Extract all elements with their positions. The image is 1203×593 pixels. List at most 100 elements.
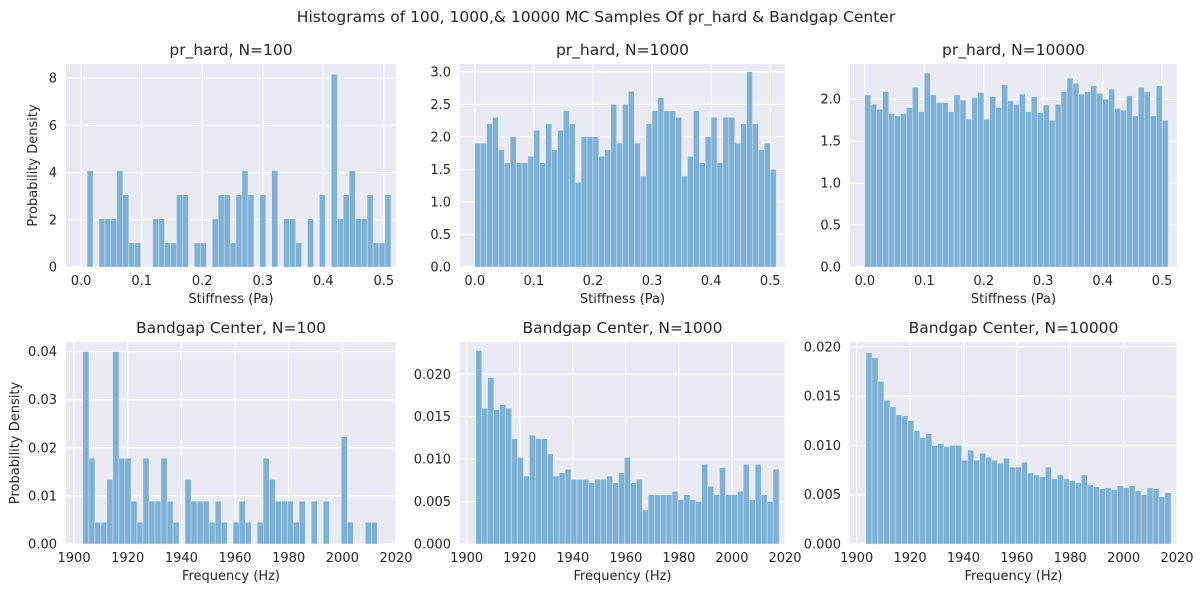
histogram-bar xyxy=(492,117,499,268)
histogram-bar xyxy=(511,438,518,545)
histogram-bar xyxy=(295,242,302,268)
y-tick-label: 0.04 xyxy=(28,345,57,360)
histogram-bar xyxy=(657,97,665,268)
histogram-bar xyxy=(707,486,714,545)
x-tick-label: 1980 xyxy=(662,551,695,566)
subplot-title: pr_hard, N=1000 xyxy=(556,41,689,60)
histogram-bar xyxy=(877,381,885,545)
histogram-bar xyxy=(977,92,984,268)
histogram-bar xyxy=(642,509,649,545)
histogram-bar xyxy=(689,499,697,545)
histogram-bar xyxy=(1003,458,1010,545)
histogram-bar xyxy=(124,458,132,545)
histogram-bar xyxy=(876,109,883,268)
histogram-bar xyxy=(1087,484,1094,545)
histogram-bar xyxy=(256,522,264,545)
histogram-bar xyxy=(343,194,350,268)
histogram-bar xyxy=(341,436,348,545)
histogram-bar xyxy=(600,479,607,545)
histogram-bar xyxy=(949,445,956,545)
histogram-bar xyxy=(271,170,278,268)
subplot-title: pr_hard, N=10000 xyxy=(942,41,1085,60)
histogram-bar xyxy=(152,218,159,268)
histogram-bar xyxy=(870,104,877,268)
histogram-bar xyxy=(995,107,1002,268)
y-tick-label: 8 xyxy=(49,72,57,87)
histogram-bar xyxy=(523,475,530,545)
x-tick-label: 0.0 xyxy=(464,274,485,289)
histogram-bar xyxy=(931,445,938,545)
histogram-bar xyxy=(570,479,578,545)
x-tick-label: 1940 xyxy=(947,551,980,566)
histogram-bar xyxy=(1144,91,1151,268)
x-axis-label: Frequency (Hz) xyxy=(573,569,671,584)
histogram-bar xyxy=(919,437,927,545)
histogram-bar xyxy=(719,467,726,545)
x-tick-label: 0.2 xyxy=(973,274,994,289)
x-tick-label: 1900 xyxy=(840,551,873,566)
subplot-6: 1900 1920 1940 1960 1980 2000 2020 0.000 0.005 0.… xyxy=(804,319,1194,584)
histogram-bar xyxy=(1013,104,1020,268)
histogram-bar xyxy=(223,194,231,268)
histogram-bar xyxy=(985,457,992,545)
histogram-bar xyxy=(182,194,189,268)
histogram-bar xyxy=(1102,99,1109,268)
subplot-title: Bandgap Center, N=10000 xyxy=(909,319,1119,337)
histogram-bar xyxy=(331,74,338,268)
histogram-bar xyxy=(683,494,691,545)
histogram-bar xyxy=(713,494,720,545)
histogram-bar xyxy=(337,218,344,268)
histogram-bar xyxy=(758,149,765,268)
histogram-bar xyxy=(122,194,130,268)
histogram-bar xyxy=(1120,109,1127,268)
x-tick-label: 0.5 xyxy=(1152,274,1173,289)
histogram-bar xyxy=(1114,108,1121,268)
histogram-bar xyxy=(547,453,554,545)
histogram-bar xyxy=(307,218,314,268)
subplot-2: 0.0 0.1 0.2 0.3 0.4 0.5 0.0 0.5 1.0 1.5 2.0 2.5 3.0 p… xyxy=(430,41,785,307)
histogram-bar xyxy=(1099,488,1106,545)
histogram-bar xyxy=(247,194,255,268)
x-axis-label: Stiffness (Pa) xyxy=(971,292,1056,307)
histogram-bar xyxy=(200,242,207,268)
histogram-bar xyxy=(1116,485,1124,545)
histogram-bar xyxy=(517,457,524,545)
y-tick-label: 0.015 xyxy=(804,390,841,405)
histogram-bar xyxy=(907,420,915,545)
histogram-bar xyxy=(612,482,619,545)
histogram-bar xyxy=(1132,115,1139,268)
histogram-bar xyxy=(134,242,141,268)
histogram-bar xyxy=(1146,487,1154,545)
histogram-bar xyxy=(889,406,897,545)
x-tick-label: 0.0 xyxy=(855,274,876,289)
histogram-bar xyxy=(112,351,120,545)
histogram-bar xyxy=(106,479,114,545)
histogram-bar xyxy=(943,446,950,545)
histogram-bar xyxy=(202,500,210,545)
histogram-bar xyxy=(1054,104,1062,268)
histogram-bar xyxy=(539,162,546,268)
histogram-bar xyxy=(232,522,240,545)
histogram-bar xyxy=(906,107,913,268)
histogram-bar xyxy=(1108,88,1115,268)
histogram-bar xyxy=(991,460,998,545)
x-tick-label: 1920 xyxy=(503,551,536,566)
histogram-bar xyxy=(481,408,489,545)
histogram-bar xyxy=(955,445,962,545)
histogram-bar xyxy=(498,149,505,268)
histogram-bar xyxy=(275,500,282,545)
histogram-bar xyxy=(1025,111,1032,268)
x-tick-label: 0.3 xyxy=(252,274,273,289)
histogram-bar xyxy=(259,194,267,268)
x-tick-label: 0.3 xyxy=(642,274,663,289)
histogram-bar xyxy=(918,111,925,268)
histogram-bar xyxy=(262,458,270,545)
histogram-bar xyxy=(283,218,290,268)
y-tick-label: 0.0 xyxy=(820,261,841,276)
histogram-bar xyxy=(499,404,506,545)
histogram-bar xyxy=(1043,104,1050,268)
histogram-bar xyxy=(654,494,661,545)
histogram-bar xyxy=(1015,466,1022,545)
x-tick-label: 0.4 xyxy=(1092,274,1113,289)
histogram-bar xyxy=(749,499,756,545)
